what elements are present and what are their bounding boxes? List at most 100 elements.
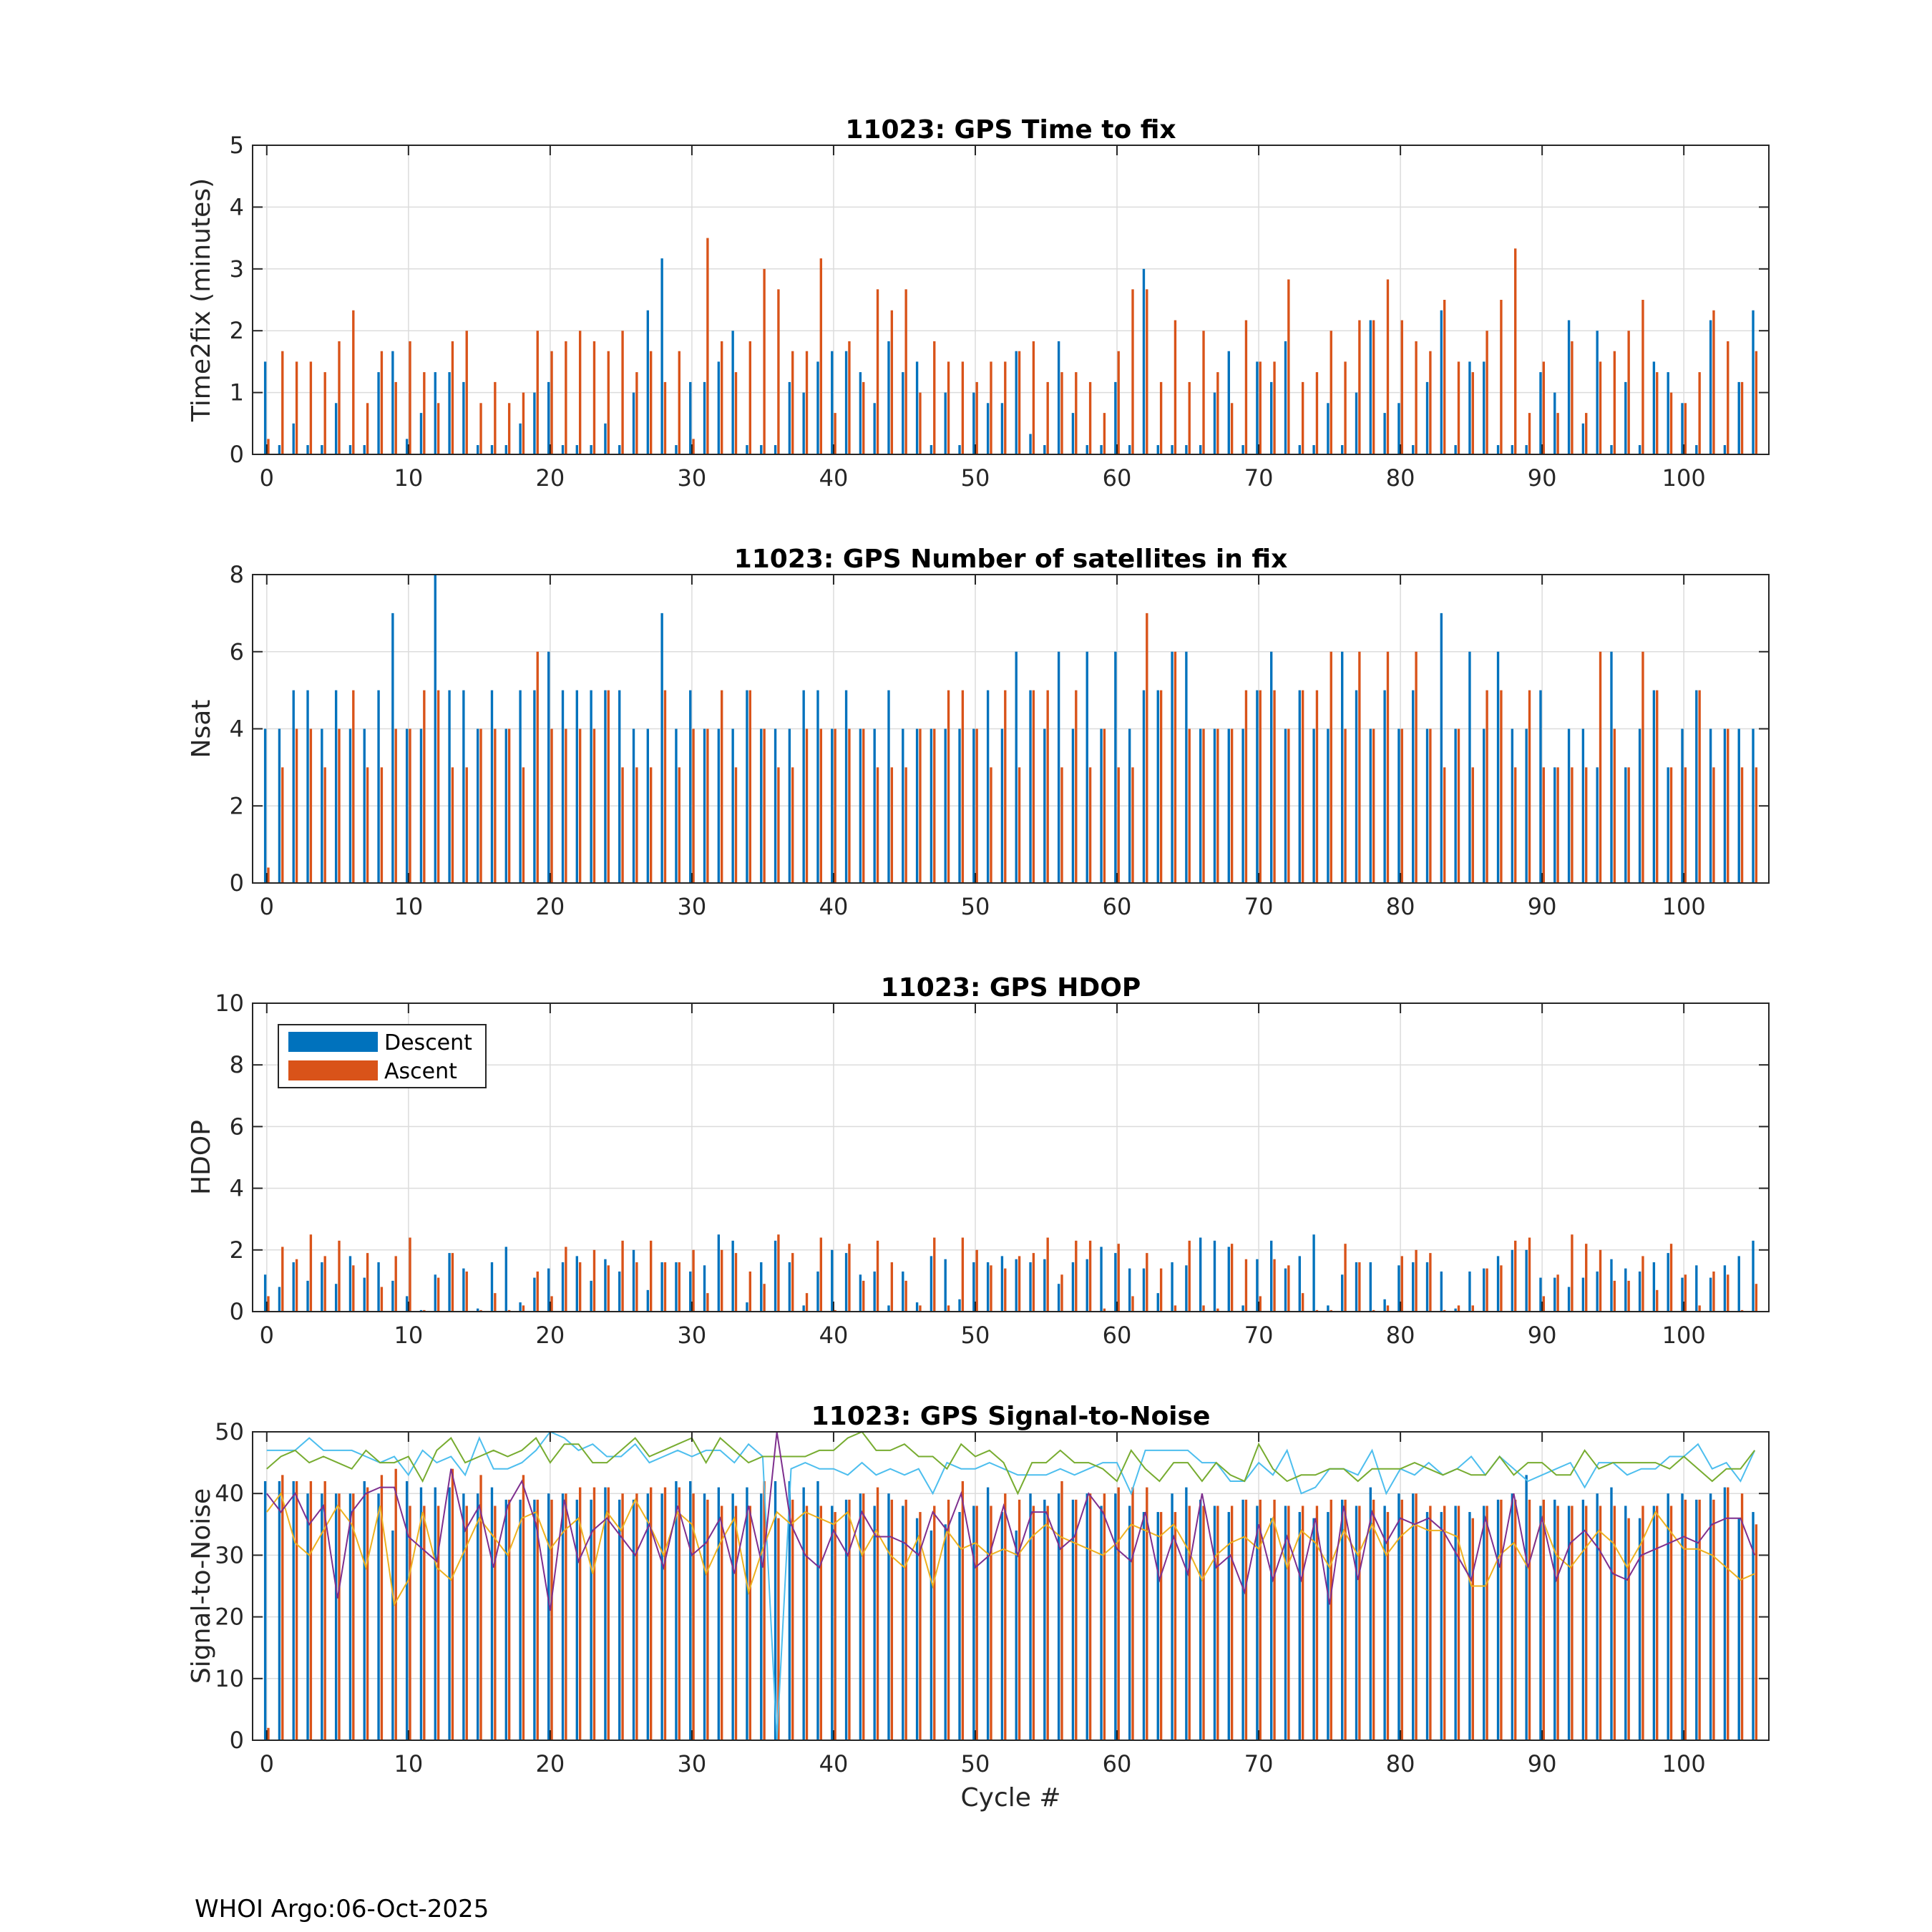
bar-descent-nsat bbox=[533, 690, 536, 883]
x-tick-label: 10 bbox=[394, 1322, 423, 1349]
bar-ascent-hdop bbox=[848, 1244, 851, 1312]
y-tick-label: 20 bbox=[215, 1604, 244, 1631]
bar-descent-time2fix bbox=[1057, 341, 1060, 454]
bar-descent-time2fix bbox=[1270, 381, 1273, 454]
bar-descent-hdop bbox=[1539, 1277, 1542, 1312]
bar-descent-snr bbox=[618, 1499, 621, 1740]
bar-descent-hdop bbox=[1454, 1308, 1457, 1312]
bar-ascent-hdop bbox=[904, 1280, 907, 1312]
x-tick-label: 100 bbox=[1662, 464, 1706, 492]
bar-ascent-time2fix bbox=[1216, 372, 1219, 454]
bar-descent-time2fix bbox=[1128, 445, 1131, 454]
bar-descent-hdop bbox=[1667, 1253, 1669, 1312]
chart-title: 11023: GPS HDOP bbox=[881, 973, 1141, 1002]
bar-descent-time2fix bbox=[618, 445, 621, 454]
bar-descent-snr bbox=[1596, 1493, 1599, 1740]
bar-ascent-time2fix bbox=[777, 289, 780, 454]
bar-descent-nsat bbox=[490, 690, 494, 883]
bar-ascent-nsat bbox=[1230, 728, 1234, 883]
bar-descent-snr bbox=[1327, 1512, 1330, 1740]
bar-ascent-hdop bbox=[1542, 1296, 1546, 1312]
bar-descent-snr bbox=[1043, 1499, 1046, 1740]
bar-ascent-hdop bbox=[933, 1237, 936, 1312]
bar-ascent-snr bbox=[1301, 1506, 1304, 1740]
bar-descent-time2fix bbox=[1496, 445, 1500, 454]
bar-descent-nsat bbox=[1128, 728, 1131, 883]
bar-descent-hdop bbox=[1425, 1262, 1429, 1312]
bar-descent-hdop bbox=[1567, 1287, 1571, 1312]
bar-ascent-nsat bbox=[1159, 690, 1163, 883]
bar-ascent-nsat bbox=[1641, 651, 1644, 883]
x-tick-label: 90 bbox=[1528, 1750, 1557, 1777]
bar-ascent-nsat bbox=[1755, 767, 1758, 883]
bar-descent-nsat bbox=[1695, 690, 1698, 883]
footer-timestamp: WHOI Argo:06-Oct-2025 bbox=[195, 1895, 489, 1923]
bar-ascent-hdop bbox=[522, 1305, 525, 1312]
bar-descent-snr bbox=[944, 1524, 947, 1740]
bar-ascent-hdop bbox=[791, 1253, 794, 1312]
bar-descent-time2fix bbox=[575, 445, 578, 454]
y-tick-label: 6 bbox=[230, 638, 244, 665]
bar-ascent-nsat bbox=[436, 690, 440, 883]
bar-ascent-nsat bbox=[1202, 728, 1205, 883]
bar-descent-nsat bbox=[1085, 651, 1088, 883]
axes-box bbox=[252, 1431, 1770, 1741]
bar-descent-time2fix bbox=[703, 381, 706, 454]
bar-descent-time2fix bbox=[490, 445, 494, 454]
bar-ascent-time2fix bbox=[281, 351, 284, 454]
bar-ascent-snr bbox=[267, 1727, 270, 1740]
x-tick-label: 0 bbox=[260, 464, 274, 492]
bar-ascent-hdop bbox=[1088, 1240, 1092, 1312]
bar-descent-hdop bbox=[321, 1262, 323, 1312]
bar-descent-time2fix bbox=[363, 445, 366, 454]
x-tick-label: 20 bbox=[536, 893, 565, 920]
bar-descent-nsat bbox=[760, 728, 763, 883]
bar-descent-time2fix bbox=[1667, 372, 1669, 454]
bar-ascent-time2fix bbox=[1740, 381, 1744, 454]
bar-ascent-hdop bbox=[1485, 1268, 1488, 1312]
bar-ascent-time2fix bbox=[1528, 413, 1531, 454]
bar-ascent-time2fix bbox=[904, 289, 907, 454]
bar-descent-time2fix bbox=[1440, 310, 1443, 454]
bar-ascent-snr bbox=[1372, 1499, 1375, 1740]
bar-descent-snr bbox=[1525, 1475, 1528, 1740]
bar-descent-snr bbox=[1567, 1506, 1571, 1740]
bar-descent-time2fix bbox=[547, 381, 550, 454]
bar-descent-time2fix bbox=[1553, 392, 1556, 454]
bar-descent-snr bbox=[1085, 1493, 1088, 1740]
x-tick-label: 30 bbox=[678, 1322, 707, 1349]
bar-ascent-hdop bbox=[1004, 1268, 1007, 1312]
y-axis-label: HDOP bbox=[187, 1120, 216, 1195]
bar-ascent-snr bbox=[1287, 1506, 1290, 1740]
bar-ascent-hdop bbox=[507, 1309, 511, 1312]
bar-ascent-time2fix bbox=[550, 351, 553, 454]
bar-ascent-time2fix bbox=[1556, 413, 1559, 454]
bar-descent-snr bbox=[1581, 1499, 1585, 1740]
bar-descent-hdop bbox=[1312, 1234, 1315, 1312]
bar-ascent-nsat bbox=[1004, 690, 1007, 883]
bar-descent-hdop bbox=[1327, 1305, 1330, 1312]
bar-ascent-time2fix bbox=[890, 310, 894, 454]
bar-ascent-hdop bbox=[1188, 1240, 1191, 1312]
bar-descent-nsat bbox=[334, 690, 338, 883]
bar-ascent-snr bbox=[734, 1506, 738, 1740]
bar-ascent-time2fix bbox=[1429, 351, 1432, 454]
bar-descent-snr bbox=[1752, 1512, 1755, 1740]
bar-descent-hdop bbox=[1029, 1262, 1032, 1312]
bar-descent-time2fix bbox=[816, 361, 819, 454]
bar-ascent-nsat bbox=[281, 767, 284, 883]
bar-ascent-nsat bbox=[933, 728, 936, 883]
y-tick-label: 0 bbox=[230, 1727, 244, 1754]
y-tick-label: 4 bbox=[230, 1175, 244, 1202]
bar-descent-hdop bbox=[1737, 1256, 1740, 1312]
bar-descent-nsat bbox=[1553, 767, 1556, 883]
x-tick-label: 70 bbox=[1244, 893, 1274, 920]
bar-descent-nsat bbox=[703, 728, 706, 883]
y-tick-label: 2 bbox=[230, 792, 244, 819]
bar-descent-hdop bbox=[660, 1262, 663, 1312]
bar-ascent-snr bbox=[1358, 1506, 1361, 1740]
bar-descent-snr bbox=[902, 1506, 904, 1740]
bar-descent-snr bbox=[1695, 1499, 1698, 1740]
bar-descent-time2fix bbox=[646, 310, 650, 454]
x-tick-label: 60 bbox=[1103, 1322, 1132, 1349]
